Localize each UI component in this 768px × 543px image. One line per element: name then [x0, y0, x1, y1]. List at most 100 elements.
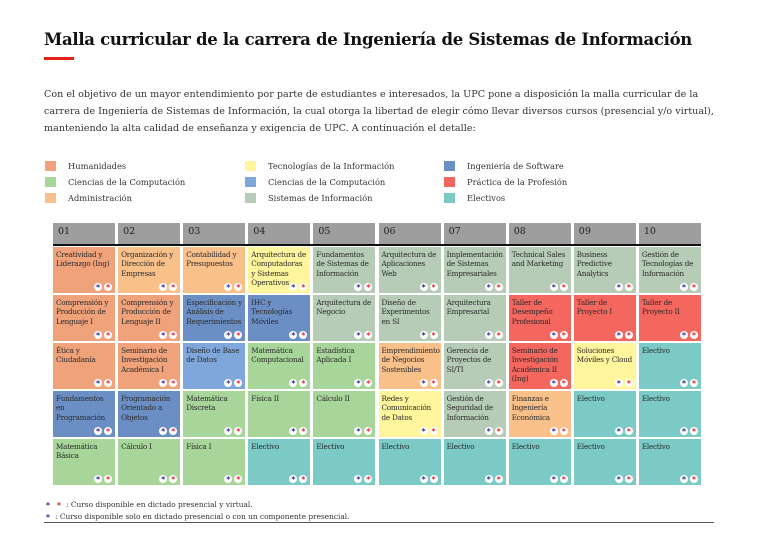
asterisk-red-icon: *	[429, 379, 438, 388]
asterisk-red-icon: *	[559, 475, 568, 484]
course-name: Fundamentos en Programación	[56, 394, 105, 422]
asterisk-red-icon: *	[624, 379, 633, 388]
course-cell: Finanzas e Ingeniería Económica * *	[508, 391, 571, 437]
asterisk-red-icon: *	[494, 427, 503, 436]
asterisk-red-icon: *	[169, 283, 178, 292]
modality-icons: * *	[614, 331, 633, 340]
asterisk-red-icon: *	[364, 331, 373, 340]
course-name: Gestión de Tecnologías de Información	[641, 250, 694, 278]
course-cell: Fundamentos de Sistemas de Información * *	[313, 247, 376, 293]
cycle-header: 03	[183, 223, 246, 244]
course-cell: Gestión de Seguridad de Información * *	[443, 391, 506, 437]
asterisk-blue-icon: *	[224, 283, 233, 292]
course-cell: Comprensión y Producción de Lenguaje II *…	[118, 295, 181, 341]
course-name: Cálculo I	[121, 442, 152, 451]
modality-icons: * *	[354, 331, 373, 340]
modality-icons: * *	[614, 283, 633, 292]
asterisk-red-icon: *	[55, 500, 63, 510]
course-name: Electivo	[576, 442, 605, 451]
modality-icons: * *	[484, 379, 503, 388]
course-cell: Arquitectura de Aplicaciones Web * *	[378, 247, 441, 293]
footnote-text: : Curso disponible solo en dictado prese…	[55, 512, 350, 521]
course-cell: Seminario de Investigación Académica I * *	[118, 343, 181, 389]
legend-label: Tecnologías de la Información	[268, 161, 395, 171]
modality-icons: * *	[549, 427, 568, 436]
asterisk-blue-icon: *	[679, 331, 688, 340]
course-name: Soluciones Móviles y Cloud	[576, 346, 633, 365]
legend-swatch	[444, 193, 455, 203]
modality-icons: * *	[484, 475, 503, 484]
asterisk-red-icon: *	[234, 331, 243, 340]
modality-icons: * *	[549, 379, 568, 388]
asterisk-blue-icon: *	[159, 379, 168, 388]
asterisk-red-icon: *	[624, 331, 633, 340]
course-name: Creatividad y Liderazgo (Ing)	[56, 250, 110, 269]
asterisk-red-icon: *	[689, 379, 698, 388]
course-cell: Arquitectura de Negocio * *	[313, 295, 376, 341]
course-cell: Especificación y Análisis de Requerimien…	[183, 295, 246, 341]
asterisk-red-icon: *	[429, 283, 438, 292]
asterisk-blue-icon: *	[289, 283, 298, 292]
asterisk-red-icon: *	[299, 475, 308, 484]
course-cell: Ética y Ciudadanía * *	[53, 343, 115, 389]
modality-icons: * *	[614, 379, 633, 388]
course-cell: Electivo * *	[638, 391, 701, 437]
course-cell: Taller de Proyecto I * *	[573, 295, 636, 341]
asterisk-red-icon: *	[299, 283, 308, 292]
modality-icons: * *	[94, 427, 112, 436]
asterisk-red-icon: *	[624, 427, 633, 436]
asterisk-blue-icon: *	[419, 379, 428, 388]
course-name: Redes y Comunicación de Datos	[381, 394, 432, 422]
course-name: Electivo	[641, 346, 670, 355]
course-cell: Electivo * *	[573, 391, 636, 437]
asterisk-blue-icon: *	[614, 427, 623, 436]
course-cell: Arquitectura Empresarial * *	[443, 295, 506, 341]
modality-icons: * *	[224, 427, 243, 436]
course-name: Implementación de Sistemas Empresariales	[446, 250, 503, 278]
course-cell: Creatividad y Liderazgo (Ing) * *	[53, 247, 115, 293]
course-name: Comprensión y Producción de Lenguaje I	[56, 298, 109, 326]
asterisk-blue-icon: *	[44, 512, 52, 522]
course-name: Seminario de Investigación Académica II …	[511, 346, 558, 384]
asterisk-red-icon: *	[169, 331, 178, 340]
modality-icons: * *	[94, 379, 112, 388]
course-cell: Física I * *	[183, 439, 246, 485]
legend-item: Ingeniería de Software	[444, 158, 567, 174]
modality-icons: * *	[419, 283, 438, 292]
course-name: Programación Orientado a Objetos	[121, 394, 170, 422]
course-cell: Cálculo II * *	[313, 391, 376, 437]
modality-icons: * *	[159, 427, 178, 436]
course-name: Fundamentos de Sistemas de Información	[316, 250, 369, 278]
modality-icons: * *	[419, 331, 438, 340]
course-cell: Taller de Proyecto II * *	[638, 295, 701, 341]
course-name: Taller de Proyecto I	[576, 298, 613, 317]
modality-icons: * *	[419, 475, 438, 484]
asterisk-red-icon: *	[234, 283, 243, 292]
asterisk-blue-icon: *	[419, 475, 428, 484]
legend-label: Ingeniería de Software	[467, 161, 564, 171]
course-cell: Taller de Desempeño Profesional * *	[508, 295, 571, 341]
course-name: Contabilidad y Presupuestos	[186, 250, 237, 269]
asterisk-blue-icon: *	[94, 331, 102, 340]
legend-item: Electivos	[444, 190, 567, 206]
asterisk-blue-icon: *	[484, 427, 493, 436]
asterisk-blue-icon: *	[289, 475, 298, 484]
asterisk-blue-icon: *	[679, 427, 688, 436]
modality-icons: * *	[679, 475, 698, 484]
asterisk-blue-icon: *	[94, 379, 102, 388]
asterisk-red-icon: *	[364, 475, 373, 484]
asterisk-blue-icon: *	[549, 475, 558, 484]
modality-icons: * *	[354, 427, 373, 436]
asterisk-blue-icon: *	[419, 283, 428, 292]
course-name: Electivo	[251, 442, 280, 451]
asterisk-red-icon: *	[429, 427, 438, 436]
modality-icons: * *	[224, 475, 243, 484]
modality-icons: * *	[159, 331, 178, 340]
asterisk-red-icon: *	[689, 427, 698, 436]
course-cell: Seminario de Investigación Académica II …	[508, 343, 571, 389]
modality-icons: * *	[224, 379, 243, 388]
course-name: Electivo	[446, 442, 475, 451]
legend-column: Ingeniería de Software Práctica de la Pro…	[444, 158, 567, 206]
modality-icons: * *	[484, 427, 503, 436]
modality-icons: * *	[354, 475, 373, 484]
